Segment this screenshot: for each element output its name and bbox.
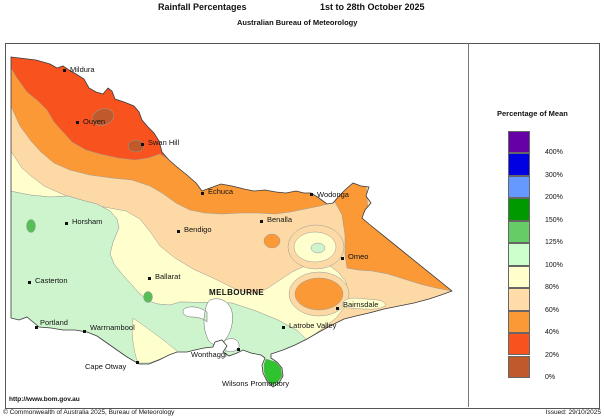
city-dot-latrobe-valley [282,326,285,329]
band-green-wilsons-promontory [263,358,283,386]
spot-orange-benalla [263,233,281,249]
date-range: 1st to 28th October 2025 [320,2,425,12]
legend-label-125: 125% [545,239,563,247]
legend-swatch-40 [508,310,530,334]
page-title: Rainfall Percentages [158,2,247,12]
city-label-mildura: Mildura [70,65,95,74]
legend-label-0: 0% [545,373,556,381]
city-dot-benalla [260,220,263,223]
city-label-ouyen: Ouyen [83,117,106,126]
city-dot-mildura [63,69,66,72]
legend-swatch-400 [508,131,530,154]
legend-label-20: 20% [545,351,560,359]
legend-swatch-150 [508,198,530,221]
issued-date: Issued: 29/10/2025 [545,409,601,416]
legend-swatch-0 [508,355,530,378]
legend-swatch-60 [508,288,530,311]
legend-swatch-100 [508,243,530,266]
city-label-portland: Portland [40,318,68,327]
legend-swatch-80 [508,265,530,289]
city-label-wilsons-promontory: Wilsons Promontory [222,379,290,388]
city-label-omeo: Omeo [348,252,369,261]
city-dot-bairnsdale [336,307,339,310]
page-subtitle: Australian Bureau of Meteorology [237,18,358,27]
band-brown-spot-ouyen [92,108,114,126]
legend-swatch-20 [508,333,530,356]
city-dot-warrnambool [83,330,86,333]
legend-label-80: 80% [545,284,560,292]
band-cream-bairnsdale [341,297,386,310]
spot-green-omeo [310,242,326,254]
city-label-bendigo: Bendigo [184,225,212,234]
legend-label-200: 200% [545,194,563,202]
city-dot-bendigo [177,230,180,233]
city-label-echuca: Echuca [208,187,234,196]
city-dot-ouyen [76,121,79,124]
city-dot-swan-hill [141,143,144,146]
city-label-melbourne: MELBOURNE [209,288,265,297]
legend-title: Percentage of Mean [497,109,568,118]
legend-label-40: 40% [545,329,560,337]
city-label-wonthaggi: Wonthaggi [191,350,227,359]
legend-label-100: 100% [545,261,563,269]
city-dot-portland [35,326,38,329]
city-dot-omeo [341,257,344,260]
city-label-swan-hill: Swan Hill [148,138,180,147]
city-label-bairnsdale: Bairnsdale [343,300,379,309]
legend-label-400: 400% [545,149,563,157]
city-label-warrnambool: Warrnambool [90,323,135,332]
city-label-cape-otway: Cape Otway [85,362,127,371]
city-label-casterton: Casterton [35,276,68,285]
legend-divider [468,43,469,407]
city-label-latrobe-valley: Latrobe Valley [289,321,337,330]
legend-swatch-200 [508,175,530,199]
legend-label-300: 300% [545,171,563,179]
copyright-text: © Commonwealth of Australia 2025, Bureau… [3,409,175,416]
legend-label-60: 60% [545,306,560,314]
city-dot-ballarat [148,277,151,280]
band-brown-spot-swanhill [127,139,145,153]
spot-green-horsham [26,219,36,233]
city-label-benalla: Benalla [267,215,293,224]
legend-swatch-300 [508,153,530,176]
city-label-wodonga: Wodonga [317,190,349,199]
city-dot-wonthaggi [237,348,240,351]
city-dot-casterton [28,281,31,284]
city-label-horsham: Horsham [72,217,103,226]
bom-url: http://www.bom.gov.au [9,396,80,403]
legend-swatch-125 [508,220,530,244]
band-orange-gippsland [294,277,344,311]
victoria-outline [10,56,453,388]
legend-label-150: 150% [545,216,563,224]
city-label-ballarat: Ballarat [155,272,181,281]
city-dot-echuca [201,192,204,195]
city-dot-wodonga [310,193,313,196]
city-dot-cape-otway [136,361,139,364]
spot-green-ballarat [143,291,153,303]
port-phillip-bay [182,298,233,345]
city-dot-horsham [65,222,68,225]
